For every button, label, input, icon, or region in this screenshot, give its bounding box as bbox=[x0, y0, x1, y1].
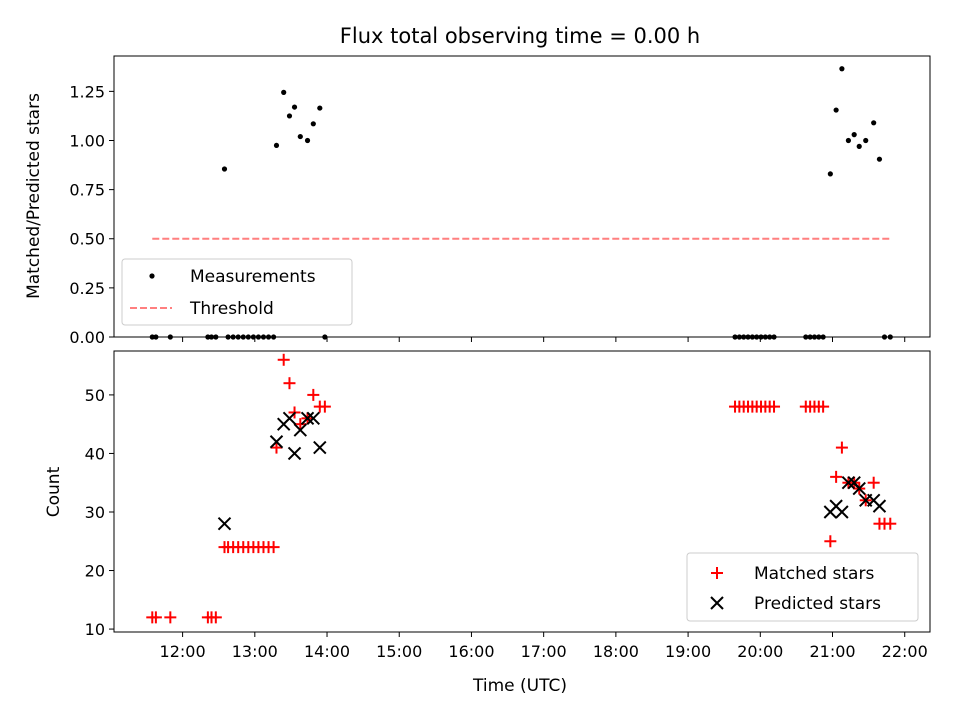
bottom-predicted-stars-point bbox=[841, 476, 856, 490]
bottom-predicted-stars-point bbox=[306, 411, 321, 426]
legend-predicted-marker bbox=[710, 596, 724, 610]
bottom-y-axis-label: Count bbox=[44, 466, 64, 517]
bottom-y-tick-label: 30 bbox=[85, 503, 105, 522]
bottom-y-tick-label: 50 bbox=[85, 386, 105, 405]
bottom-y-tick-label: 10 bbox=[85, 620, 105, 639]
top-axes-frame bbox=[113, 55, 931, 338]
top-plot-area: 0.00 0.25 0.50 0.75 1.00 1.25 bbox=[69, 55, 931, 347]
top-measurements-point bbox=[273, 142, 280, 149]
top-measurements-point bbox=[221, 166, 228, 172]
bottom-matched-stars-point bbox=[867, 476, 880, 489]
bottom-y-tick-label: 20 bbox=[85, 562, 105, 581]
bottom-predicted-stars-point bbox=[313, 440, 327, 455]
bottom-matched-stars-point bbox=[277, 353, 290, 366]
bottom-matched-stars-point bbox=[267, 541, 280, 554]
bottom-predicted-stars-point bbox=[293, 423, 308, 437]
bottom-matched-stars-point bbox=[884, 517, 897, 530]
legend-measurements-label: Measurements bbox=[190, 267, 316, 287]
bottom-x-tick-label: 20:00 bbox=[737, 642, 783, 661]
bottom-predicted-stars-point bbox=[852, 481, 866, 496]
bottom-axes-frame bbox=[113, 350, 931, 633]
bottom-predicted-stars-point bbox=[269, 435, 284, 449]
bottom-matched-stars-point bbox=[768, 400, 781, 413]
bottom-matched-stars-point bbox=[307, 388, 320, 401]
top-measurements-point bbox=[827, 171, 833, 177]
bottom-x-tick-label: 22:00 bbox=[882, 642, 928, 661]
legend-predicted-label: Predicted stars bbox=[754, 594, 881, 614]
top-y-tick-label: 0.75 bbox=[69, 181, 105, 200]
top-y-tick-label: 1.25 bbox=[69, 82, 105, 101]
bottom-matched-stars-point bbox=[209, 611, 222, 624]
bottom-x-tick-label: 17:00 bbox=[521, 642, 567, 661]
x-axis-label: Time (UTC) bbox=[472, 676, 567, 696]
top-y-axis-label: Matched/Predicted stars bbox=[24, 93, 44, 299]
bottom-x-tick-label: 13:00 bbox=[232, 642, 278, 661]
top-measurements-point bbox=[871, 120, 877, 126]
bottom-predicted-stars-point bbox=[282, 411, 297, 426]
top-y-tick-label: 0.00 bbox=[69, 328, 105, 347]
top-measurements-point bbox=[839, 66, 845, 72]
bottom-matched-stars-point bbox=[270, 441, 283, 454]
top-measurements-point bbox=[304, 137, 311, 144]
legend-threshold-label: Threshold bbox=[189, 299, 274, 319]
bottom-x-tick-label: 19:00 bbox=[665, 642, 711, 661]
bottom-x-tick-label: 12:00 bbox=[160, 642, 206, 661]
bottom-matched-stars-point bbox=[824, 535, 837, 548]
top-measurements-point bbox=[317, 105, 323, 111]
bottom-predicted-stars-point bbox=[287, 446, 302, 461]
bottom-legend: Matched stars Predicted stars bbox=[686, 552, 919, 622]
top-measurements-point bbox=[863, 137, 869, 144]
bottom-predicted-stars-point bbox=[835, 505, 849, 519]
top-measurements-point bbox=[876, 156, 883, 162]
bottom-x-tick-label: 16:00 bbox=[448, 642, 494, 661]
bottom-x-tick-label: 15:00 bbox=[376, 642, 422, 661]
bottom-predicted-stars-point bbox=[872, 499, 887, 513]
top-legend: Measurements Threshold bbox=[121, 258, 353, 326]
top-measurements-point bbox=[291, 104, 298, 110]
bottom-y-tick-label: 40 bbox=[85, 444, 105, 463]
bottom-matched-stars-point bbox=[283, 377, 296, 390]
chart-title: Flux total observing time = 0.00 h bbox=[340, 24, 700, 48]
bottom-x-tick-label: 14:00 bbox=[304, 642, 350, 661]
top-measurements-point bbox=[845, 137, 852, 144]
bottom-matched-stars-point bbox=[164, 611, 177, 624]
bottom-matched-stars-point bbox=[817, 400, 830, 413]
legend-matched-label: Matched stars bbox=[754, 564, 874, 584]
bottom-plot-area: 10 20 30 40 50 12:00 13:00 14:00 15:00 16:00 17:00… bbox=[85, 350, 931, 661]
top-y-tick-label: 1.00 bbox=[69, 131, 105, 150]
top-measurements-point bbox=[856, 143, 862, 149]
top-measurements-point bbox=[286, 113, 293, 119]
top-measurements-point bbox=[297, 133, 303, 140]
legend-measurements-marker bbox=[149, 273, 155, 279]
bottom-x-tick-label: 18:00 bbox=[593, 642, 639, 661]
top-y-tick-label: 0.50 bbox=[69, 230, 105, 249]
top-y-tick-label: 0.25 bbox=[69, 279, 105, 298]
top-measurements-point bbox=[281, 89, 287, 95]
bottom-matched-stars-point bbox=[830, 470, 843, 483]
bottom-predicted-stars-point bbox=[217, 516, 232, 531]
bottom-x-tick-label: 21:00 bbox=[809, 642, 855, 661]
top-measurements-point bbox=[851, 132, 857, 138]
top-measurements-point bbox=[310, 121, 316, 127]
legend-matched-marker bbox=[711, 567, 723, 579]
bottom-matched-stars-point bbox=[835, 441, 848, 454]
bottom-matched-stars-point bbox=[318, 400, 331, 413]
bottom-matched-stars-point bbox=[149, 611, 162, 624]
bottom-matched-stars-point bbox=[294, 418, 307, 431]
top-measurements-point bbox=[833, 107, 839, 113]
bottom-predicted-stars-point bbox=[300, 411, 315, 426]
